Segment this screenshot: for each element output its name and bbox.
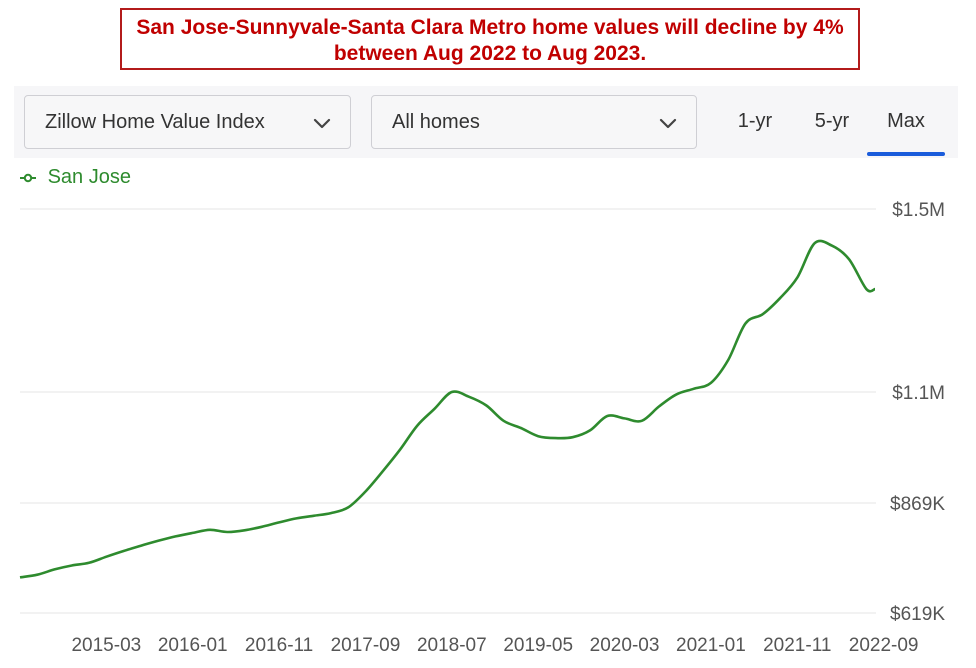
data-point[interactable]	[363, 489, 369, 495]
chart-legend[interactable]: San Jose	[20, 166, 131, 192]
data-point[interactable]	[345, 504, 351, 510]
grid-lines	[20, 208, 876, 614]
x-tick-label: 2019-05	[503, 635, 573, 656]
chevron-down-icon	[659, 118, 677, 129]
tab-max[interactable]: Max	[867, 110, 945, 156]
chart-toolbar: Zillow Home Value Index All homes 1-yr 5…	[14, 86, 958, 158]
data-point[interactable]	[691, 386, 697, 392]
home-type-dropdown-label: All homes	[392, 111, 480, 133]
data-point[interactable]	[242, 527, 248, 533]
x-tick-label: 2021-01	[676, 635, 746, 656]
data-point[interactable]	[846, 256, 852, 262]
x-tick-label: 2021-11	[763, 635, 831, 656]
y-tick-label: $869K	[890, 494, 945, 515]
metric-dropdown-label: Zillow Home Value Index	[45, 111, 265, 133]
data-point[interactable]	[518, 425, 524, 431]
data-point[interactable]	[673, 391, 679, 397]
y-tick-label: $1.1M	[892, 383, 945, 404]
data-point[interactable]	[725, 357, 731, 363]
data-point[interactable]	[570, 434, 576, 440]
data-point[interactable]	[656, 403, 662, 409]
data-point[interactable]	[483, 403, 489, 409]
data-point[interactable]	[121, 548, 127, 554]
data-point[interactable]	[794, 275, 800, 281]
x-axis-ticks: 2015-03 2016-01 2016-11 2017-09 2018-07 2019-…	[71, 635, 918, 656]
data-point[interactable]	[17, 574, 23, 580]
data-point[interactable]	[449, 389, 455, 395]
data-point[interactable]	[414, 423, 420, 429]
data-point[interactable]	[622, 415, 628, 421]
data-point[interactable]	[190, 530, 196, 536]
legend-marker-icon	[20, 173, 36, 182]
x-tick-label: 2016-01	[158, 635, 228, 656]
data-point[interactable]	[34, 572, 40, 578]
data-point[interactable]	[829, 243, 835, 249]
data-point[interactable]	[155, 538, 161, 544]
y-axis-ticks: $619K $869K $1.1M $1.5M	[890, 200, 945, 625]
data-point[interactable]	[69, 563, 75, 569]
legend-label-san-jose: San Jose	[47, 166, 131, 189]
y-tick-label: $619K	[890, 604, 945, 625]
data-point[interactable]	[103, 554, 109, 560]
headline-banner: San Jose-Sunnyvale-Santa Clara Metro hom…	[120, 8, 860, 70]
data-point[interactable]	[224, 529, 230, 535]
data-point[interactable]	[535, 433, 541, 439]
data-point[interactable]	[380, 468, 386, 474]
x-tick-label: 2016-11	[245, 635, 313, 656]
tab-1-yr[interactable]: 1-yr	[737, 110, 773, 132]
chevron-down-icon	[313, 118, 331, 129]
data-point[interactable]	[276, 519, 282, 525]
data-point[interactable]	[604, 413, 610, 419]
data-point[interactable]	[173, 533, 179, 539]
x-tick-label: 2022-09	[849, 635, 919, 656]
data-point[interactable]	[872, 286, 878, 292]
tab-max-label: Max	[887, 110, 925, 132]
data-point[interactable]	[639, 418, 645, 424]
data-point[interactable]	[138, 543, 144, 549]
data-point[interactable]	[293, 515, 299, 521]
tab-5-yr[interactable]: 5-yr	[814, 110, 850, 132]
headline-line-1: San Jose-Sunnyvale-Santa Clara Metro hom…	[136, 16, 844, 39]
data-point[interactable]	[397, 447, 403, 453]
data-point[interactable]	[863, 286, 869, 292]
data-point[interactable]	[52, 566, 58, 572]
data-point[interactable]	[743, 320, 749, 326]
data-point[interactable]	[311, 513, 317, 519]
data-point[interactable]	[501, 418, 507, 424]
data-point[interactable]	[777, 295, 783, 301]
data-point[interactable]	[432, 406, 438, 412]
data-point[interactable]	[708, 380, 714, 386]
data-point[interactable]	[812, 240, 818, 246]
x-tick-label: 2020-03	[590, 635, 660, 656]
home-type-dropdown[interactable]: All homes	[371, 95, 697, 149]
headline-line-2: between Aug 2022 to Aug 2023.	[333, 42, 647, 65]
data-point[interactable]	[86, 560, 92, 566]
data-point[interactable]	[328, 510, 334, 516]
x-tick-label: 2015-03	[71, 635, 141, 656]
x-tick-label: 2017-09	[331, 635, 401, 656]
data-point[interactable]	[553, 435, 559, 441]
data-point[interactable]	[587, 427, 593, 433]
data-point[interactable]	[207, 527, 213, 533]
active-tab-indicator	[867, 152, 945, 156]
data-point[interactable]	[760, 311, 766, 317]
y-tick-label: $1.5M	[892, 200, 945, 221]
data-point[interactable]	[259, 524, 265, 530]
metric-dropdown[interactable]: Zillow Home Value Index	[24, 95, 351, 149]
series-layer	[17, 239, 878, 580]
series-line-san-jose[interactable]	[19, 239, 876, 579]
data-point[interactable]	[466, 394, 472, 400]
x-tick-label: 2018-07	[417, 635, 487, 656]
